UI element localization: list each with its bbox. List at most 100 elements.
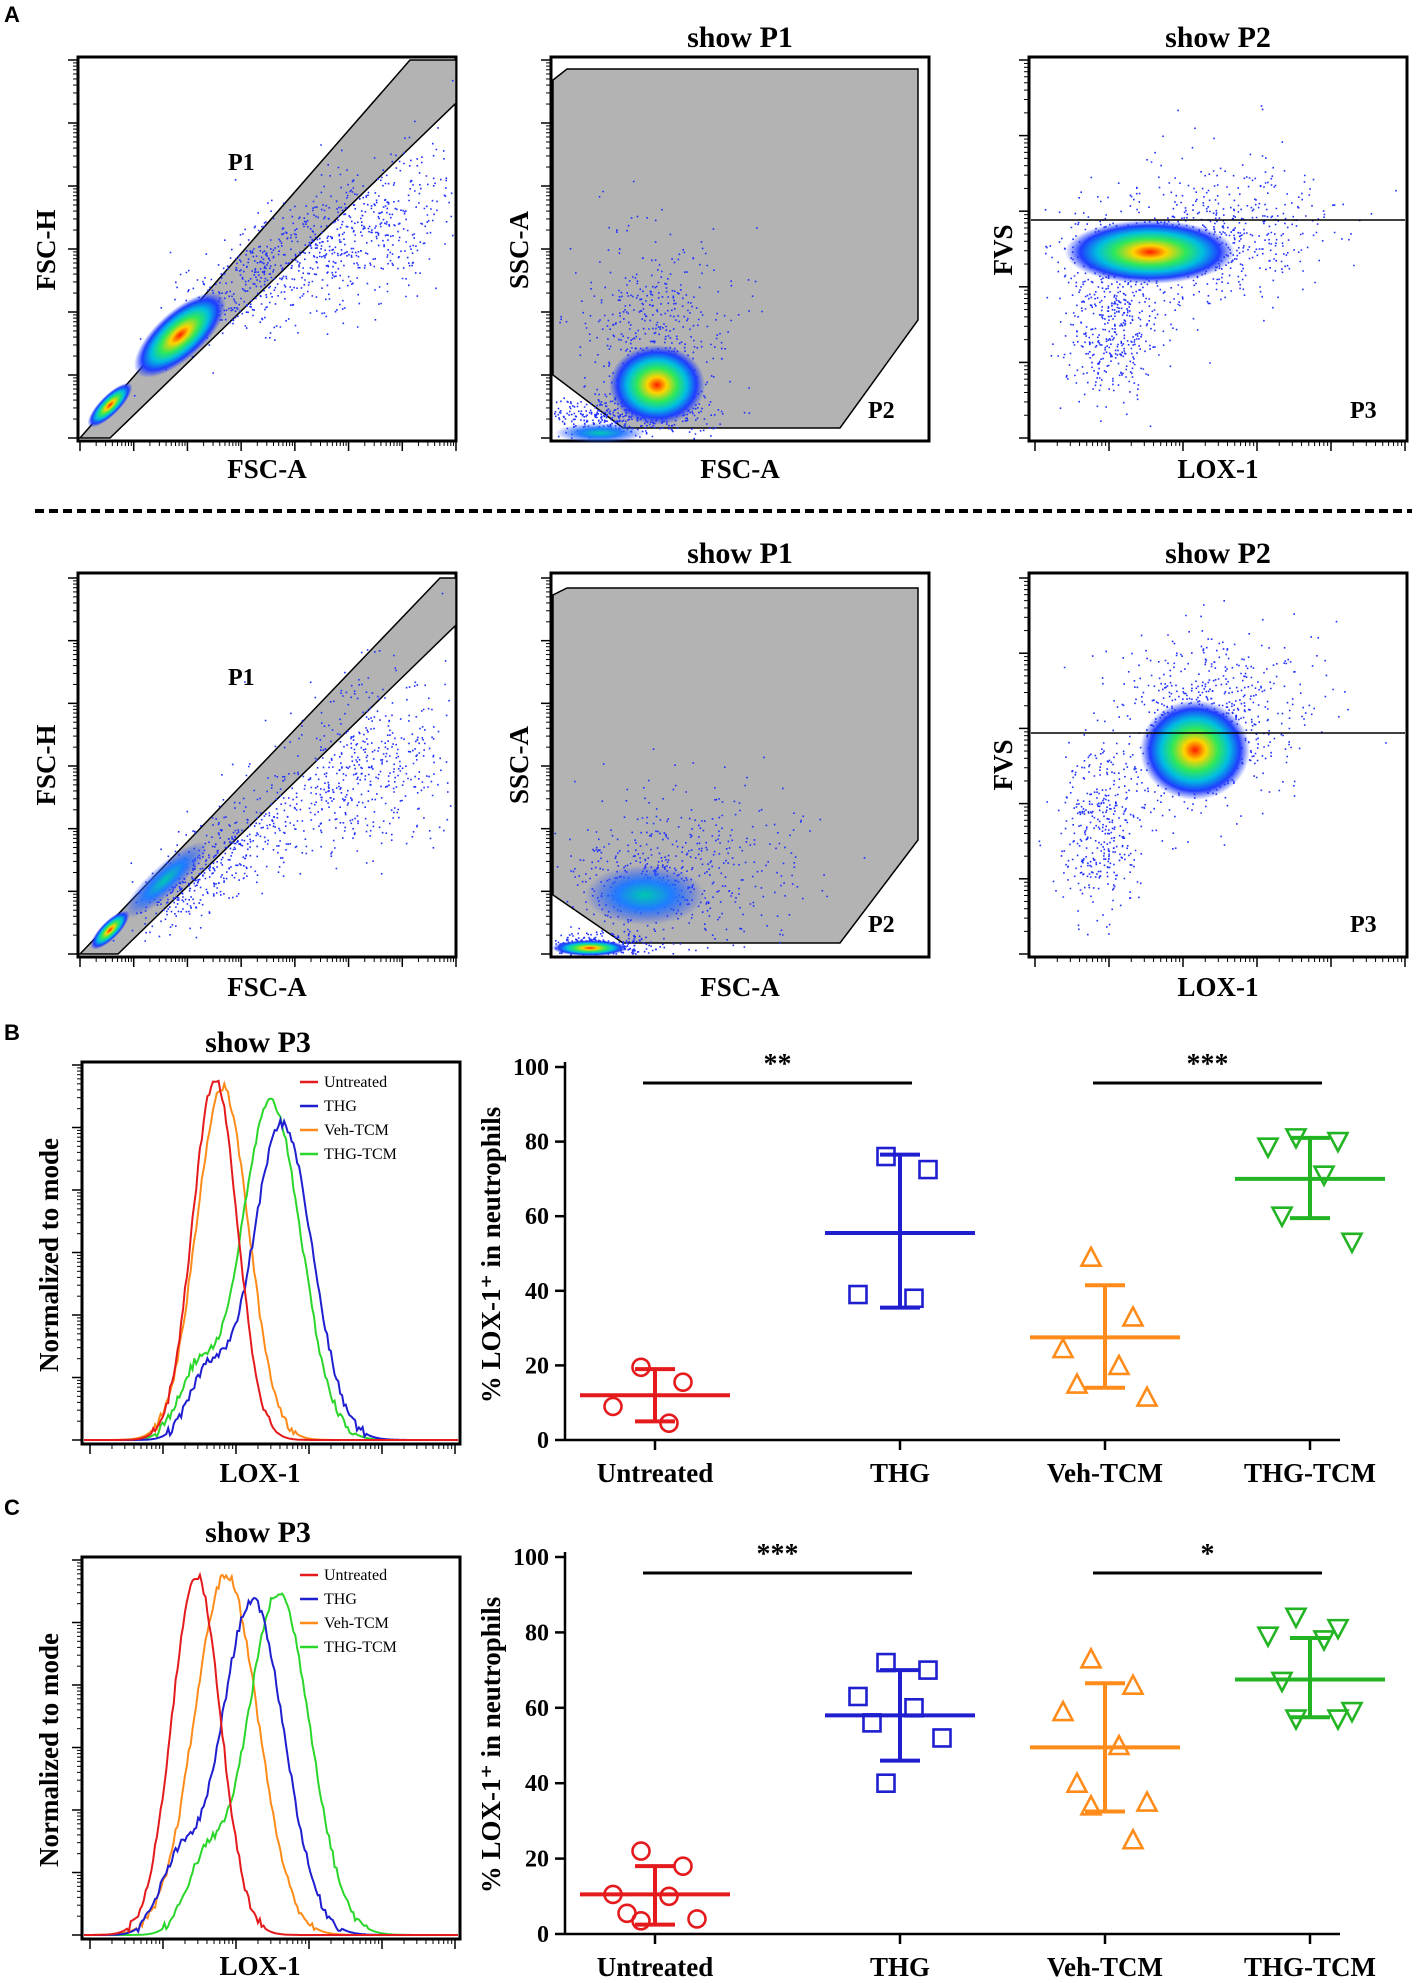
density-hotspot <box>122 841 208 919</box>
legend-label: Untreated <box>324 1567 387 1584</box>
event-dots <box>1038 600 1387 936</box>
histogram-b: Untreated THG Veh-TCM THG-TCM show P3 LOX-1… <box>34 1026 462 1488</box>
data-point <box>1079 1646 1103 1669</box>
y-tick-label: 20 <box>525 1353 549 1379</box>
event-dot-cloud <box>104 592 452 942</box>
x-tick-label: Untreated <box>597 1952 713 1982</box>
y-tick-label: 60 <box>525 1204 549 1230</box>
x-axis-label: LOX-1 <box>1178 454 1259 484</box>
legend-label: THG-TCM <box>324 1146 397 1163</box>
data-point <box>1051 1336 1075 1359</box>
series-untreated <box>580 1841 730 1931</box>
series-thg <box>825 1146 975 1310</box>
y-axis-ticks <box>68 577 78 955</box>
panel-letter-a: A <box>4 2 20 27</box>
gate-label: P3 <box>1350 398 1377 424</box>
series-untreated <box>580 1357 730 1434</box>
gate-label: P1 <box>228 665 255 691</box>
histogram-curve-untreated <box>84 1571 458 1936</box>
x-axis-label: FSC-A <box>227 454 307 484</box>
significance-label: ** <box>764 1049 792 1080</box>
y-tick-label: 60 <box>525 1696 549 1722</box>
density-hotspot <box>1065 220 1235 284</box>
x-axis-label: LOX-1 <box>220 1951 301 1981</box>
data-point <box>848 1284 868 1305</box>
gate-label: P2 <box>868 398 895 424</box>
y-axis-ticks <box>1019 577 1029 955</box>
data-point <box>1079 1793 1103 1816</box>
y-tick-label: 100 <box>513 1545 549 1571</box>
data-point <box>1135 1384 1159 1407</box>
x-axis-label: LOX-1 <box>1178 972 1259 1002</box>
gate-label: P2 <box>868 912 895 938</box>
x-axis-ticks <box>79 441 457 451</box>
data-point <box>673 1372 693 1392</box>
plot-title: show P3 <box>205 1516 311 1549</box>
y-axis-label: SSC-A <box>504 725 534 804</box>
plot-title: show P1 <box>687 537 793 570</box>
y-tick-label: 80 <box>525 1620 549 1646</box>
y-axis-label: % LOX-1⁺ in neutrophils <box>476 1107 506 1404</box>
data-point <box>1135 1789 1159 1812</box>
x-tick-label: THG-TCM <box>1244 1458 1376 1488</box>
histogram-curves <box>84 1571 458 1936</box>
y-axis-ticks <box>68 59 78 439</box>
plot-frame <box>80 1060 462 1446</box>
density-hotspot <box>90 910 130 950</box>
x-tick-label: THG-TCM <box>1244 1952 1376 1982</box>
plot-title: show P2 <box>1165 537 1271 570</box>
x-axis-ticks <box>1034 957 1406 967</box>
density-hotspot <box>585 865 705 925</box>
data-point <box>1107 1733 1131 1756</box>
data-point <box>1121 1827 1145 1850</box>
y-axis-label: FSC-H <box>31 210 61 291</box>
data-point <box>603 1884 623 1905</box>
y-tick-label: 20 <box>525 1847 549 1873</box>
density-hotspot <box>552 940 628 956</box>
data-point <box>904 1288 924 1309</box>
event-dots <box>104 592 452 942</box>
x-tick-label: THG <box>870 1458 930 1488</box>
y-axis-label: SSC-A <box>504 210 534 289</box>
legend: Untreated THG Veh-TCM THG-TCM <box>300 1074 397 1163</box>
significance-label: * <box>1201 1539 1215 1570</box>
panel-letter-b: B <box>4 1020 20 1045</box>
density-hotspot <box>134 292 226 378</box>
data-point <box>1121 1672 1145 1695</box>
y-tick-label: 40 <box>525 1771 549 1797</box>
legend-label: Veh-TCM <box>324 1615 389 1632</box>
series-thg-tcm <box>1235 1607 1385 1732</box>
data-point <box>1256 1626 1280 1649</box>
x-axis-label: FSC-A <box>700 454 780 484</box>
x-tick-label: Veh-TCM <box>1047 1458 1163 1488</box>
data-point <box>659 1413 679 1434</box>
y-axis-label: % LOX-1⁺ in neutrophils <box>476 1597 506 1894</box>
data-point <box>1326 1131 1350 1154</box>
data-point <box>603 1396 623 1417</box>
plot-title: show P3 <box>205 1026 311 1059</box>
data-point <box>1107 1353 1131 1376</box>
data-point <box>1256 1137 1280 1160</box>
y-axis-ticks <box>72 1559 82 1936</box>
data-point <box>862 1713 882 1733</box>
series-thg <box>825 1652 975 1793</box>
data-point <box>904 1698 924 1718</box>
y-tick-label: 80 <box>525 1130 549 1156</box>
data-point <box>659 1886 679 1907</box>
panel-letter-c: C <box>4 1495 20 1520</box>
data-point <box>631 1357 651 1378</box>
data-point <box>1326 1709 1350 1732</box>
legend-label: Veh-TCM <box>324 1122 389 1139</box>
legend-label: Untreated <box>324 1074 387 1091</box>
y-tick-label: 100 <box>513 1055 549 1081</box>
plot-title: show P2 <box>1165 21 1271 54</box>
data-point <box>1051 1699 1075 1722</box>
data-point <box>1326 1618 1350 1641</box>
y-axis-label: Normalized to mode <box>34 1633 64 1867</box>
series-veh-tcm <box>1030 1646 1180 1850</box>
plot-title: show P1 <box>687 21 793 54</box>
data-point <box>1340 1232 1364 1255</box>
x-axis-label: LOX-1 <box>220 1458 301 1488</box>
y-axis-label: FVS <box>988 224 1018 275</box>
